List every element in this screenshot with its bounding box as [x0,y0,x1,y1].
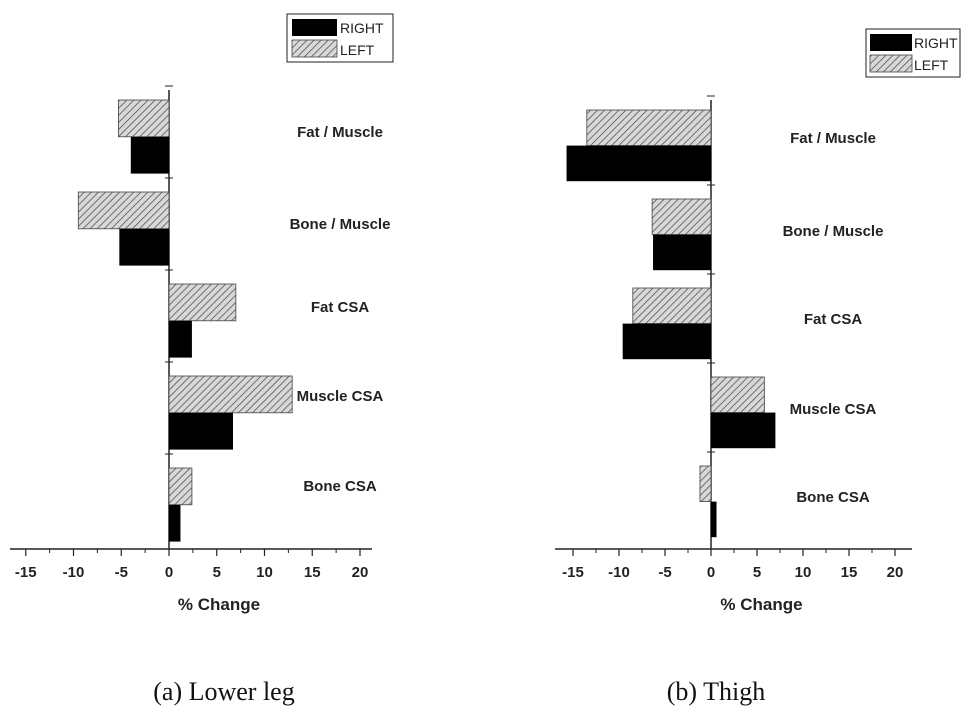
bar-right-fat-muscle [566,145,711,182]
x-tick-label: 15 [304,564,321,581]
category-label-muscle-csa: Muscle CSA [790,401,877,418]
bar-left-fat-muscle [586,109,712,146]
category-label-fat-csa: Fat CSA [804,311,863,328]
chart-panel-lower-leg: -15 -10 -5 0 5 10 15 20 % Change Fat / Muscle Bone… [10,85,391,614]
category-label-fat-muscle: Fat / Muscle [790,130,876,147]
x-tick-label: -10 [63,564,85,581]
x-axis-title: % Change [178,595,260,614]
bar-right-muscle-csa [169,412,233,450]
x-tick-label: -15 [15,564,37,581]
x-tick-label: 0 [165,564,173,581]
bar-left-fat-muscle [117,99,170,138]
legend-swatch-left [291,39,338,58]
bar-left-bone-muscle [651,198,712,235]
bar-right-bone-muscle [119,228,169,266]
x-axis-title: % Change [720,595,802,614]
bar-left-bone-muscle [77,191,170,230]
bar-left-muscle-csa [168,375,293,414]
bar-right-bone-muscle [653,234,711,271]
legend-label-right: RIGHT [914,35,958,51]
legend-swatch-right [870,34,912,51]
legend-label-left: LEFT [340,42,375,58]
x-tick-label: 20 [887,564,904,581]
legend-label-right: RIGHT [340,20,384,36]
bar-left-muscle-csa [699,465,712,502]
x-tick-label: -5 [658,564,671,581]
x-tick-label: 5 [213,564,221,581]
category-label-muscle-csa: Muscle CSA [297,388,384,405]
bar-left-fat-csa [168,283,237,322]
x-tick-label: -10 [608,564,630,581]
bar-right-fat-csa [169,320,192,358]
bar-right-fat-csa [711,412,776,449]
x-tick-label: 0 [707,564,715,581]
bar-right-fat-csa [622,323,711,360]
caption-lower-leg: (a) Lower leg [153,677,294,706]
bar-left-fat-csa [632,287,712,324]
legend-label-left: LEFT [914,57,949,73]
legend-thigh: RIGHT LEFT [865,28,961,78]
category-label-bone-csa: Bone CSA [796,489,870,506]
category-label-fat-muscle: Fat / Muscle [297,124,383,141]
legend-lower-leg: RIGHT LEFT [286,13,394,63]
caption-thigh: (b) Thigh [667,677,765,706]
bar-right-fat-muscle [130,136,169,174]
x-tick-label: -15 [562,564,584,581]
category-label-fat-csa: Fat CSA [311,299,370,316]
category-label-bone-csa: Bone CSA [303,478,377,495]
category-label-bone-muscle: Bone / Muscle [290,216,391,233]
x-tick-label: 15 [841,564,858,581]
x-tick-label: 10 [256,564,273,581]
chart-panel-thigh: -15 -10 -5 0 5 10 15 20 % Change Fat / Muscle Bone… [555,95,912,614]
x-tick-label: 5 [753,564,761,581]
bar-right-muscle-csa [711,501,717,538]
x-tick-label: -5 [115,564,128,581]
bar-left-bone-csa [168,467,193,506]
category-label-bone-muscle: Bone / Muscle [783,223,884,240]
bar-left-fat-csa [710,376,765,413]
x-tick-label: 20 [352,564,369,581]
legend-swatch-left [869,54,913,73]
bar-right-bone-csa [169,504,181,542]
legend-swatch-right [292,19,337,36]
x-tick-label: 10 [795,564,812,581]
